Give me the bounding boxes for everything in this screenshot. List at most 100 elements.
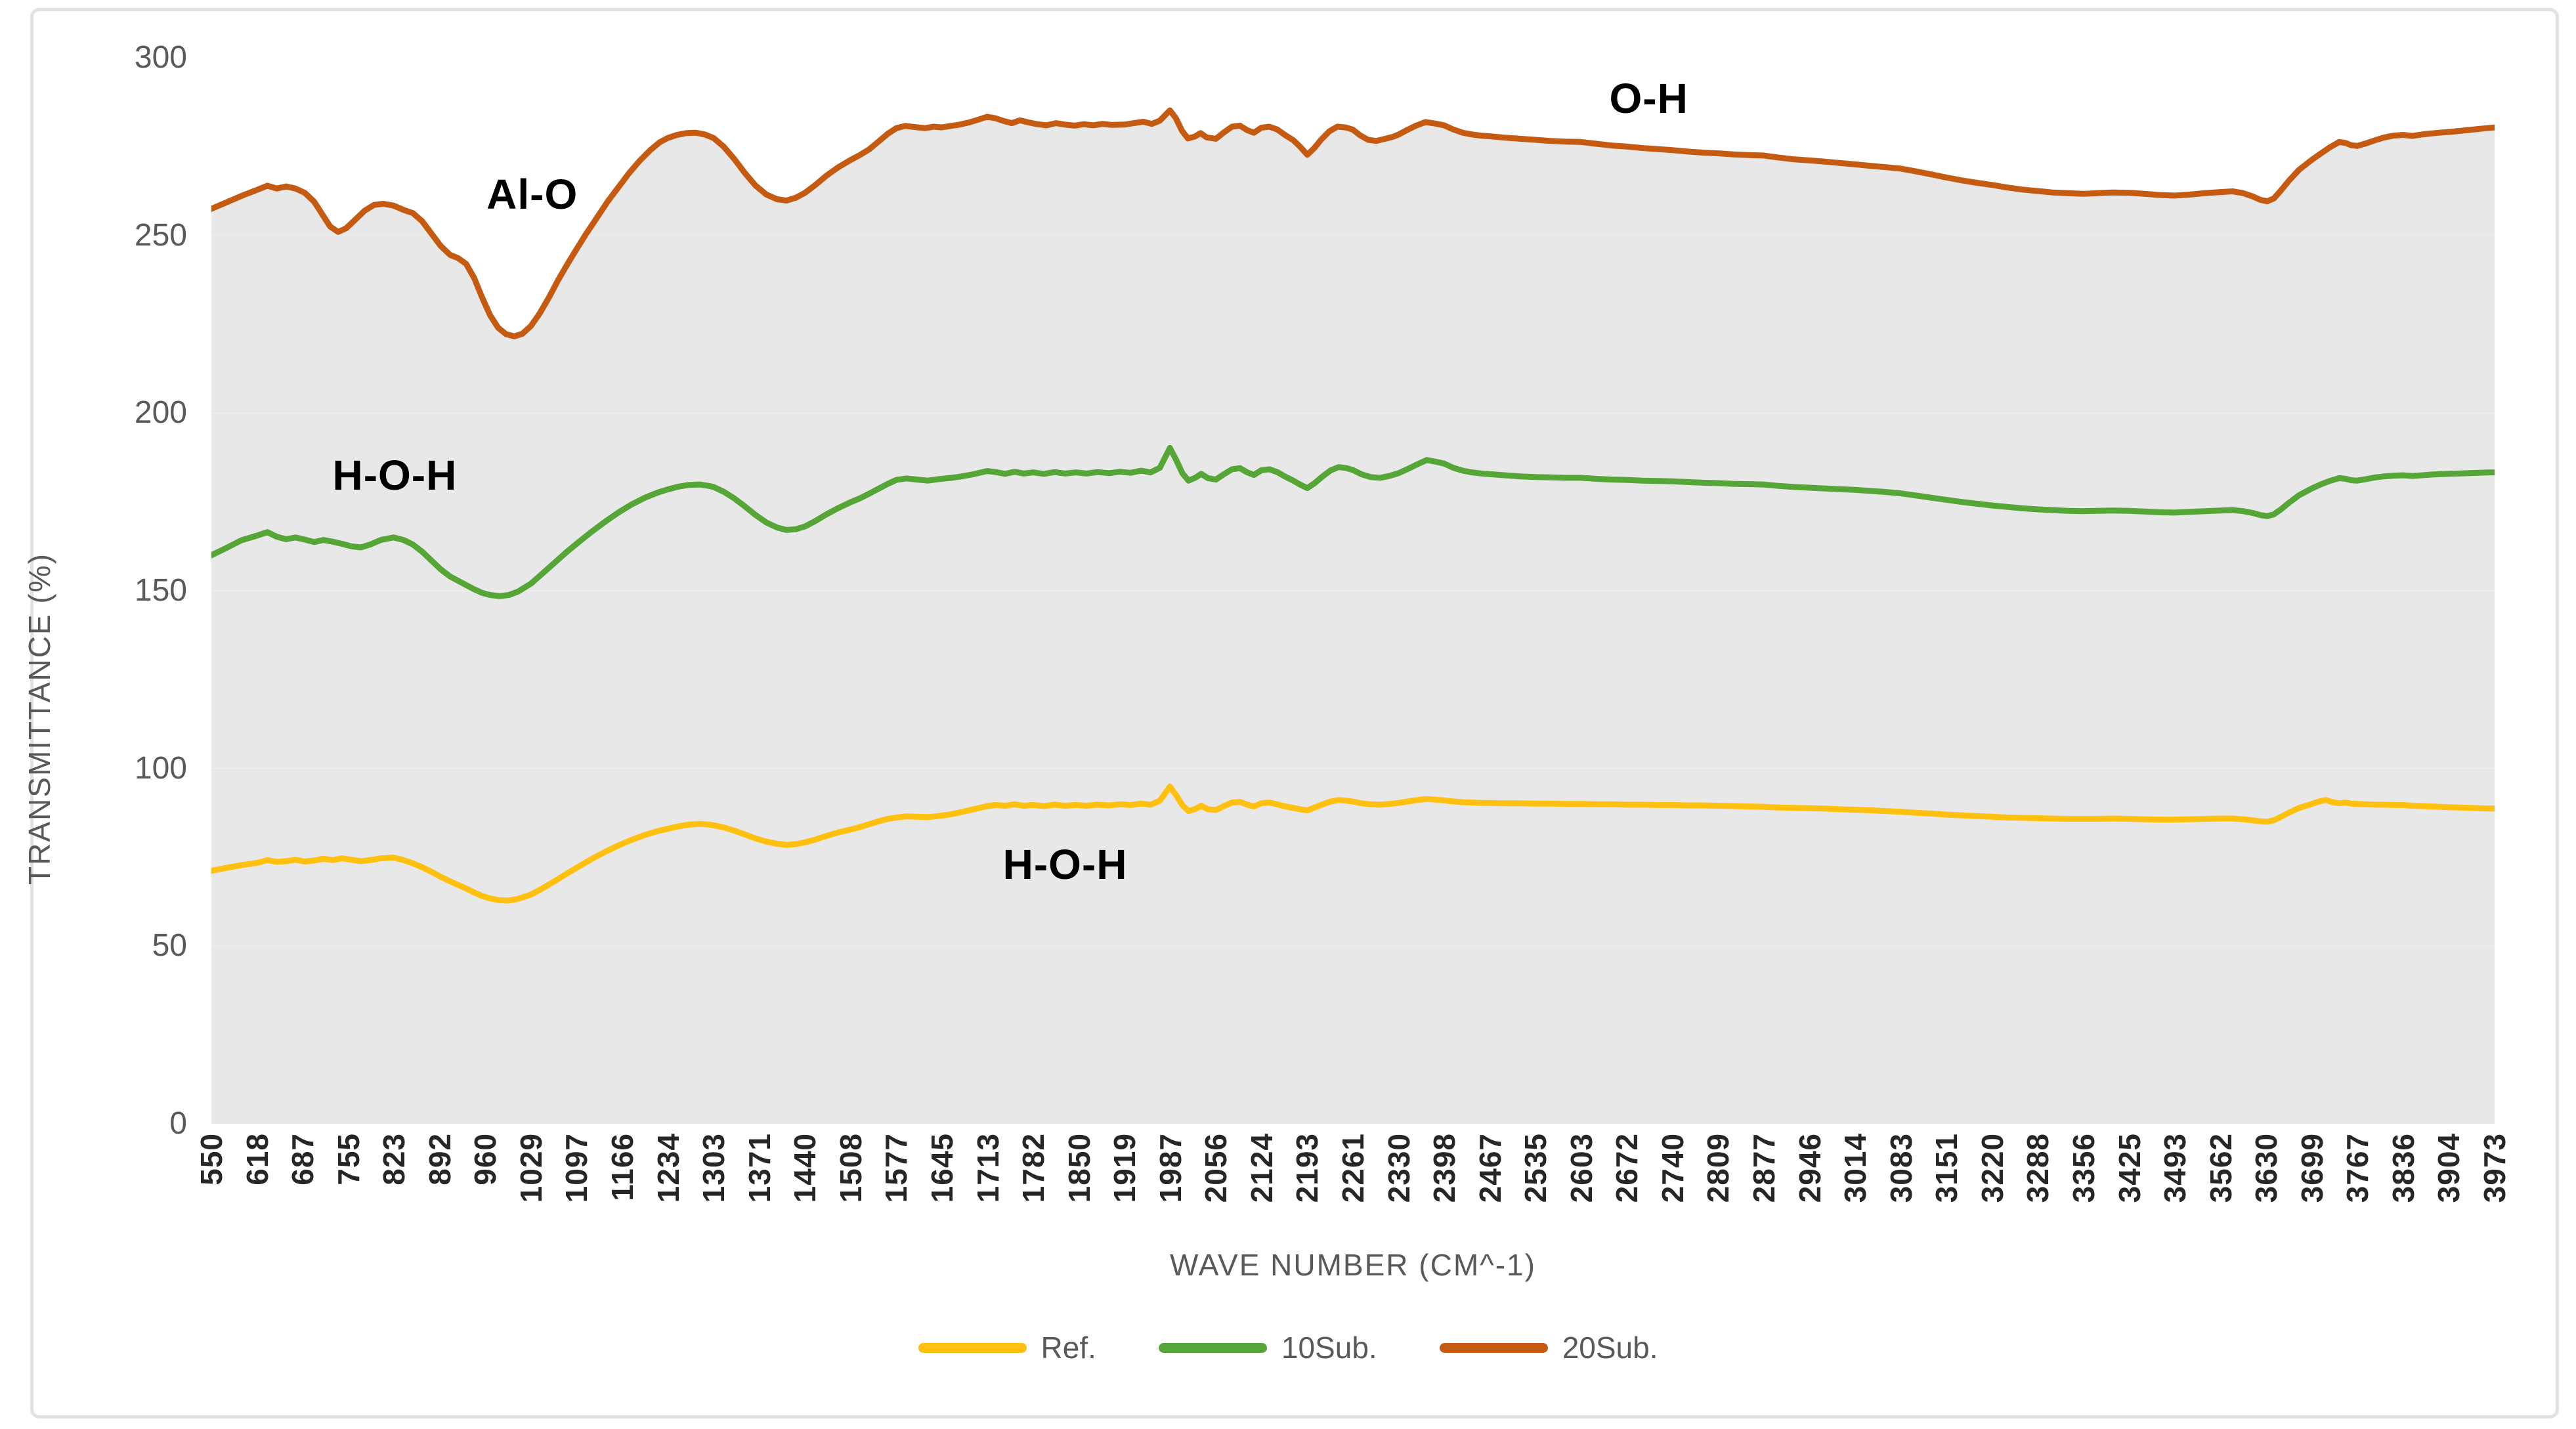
legend-label: 10Sub.	[1281, 1331, 1377, 1365]
x-tick-label: 1303	[697, 1133, 731, 1203]
x-tick-3220: 3220	[1975, 1133, 2009, 1284]
x-tick-1645: 1645	[925, 1133, 959, 1284]
x-tick-label: 1577	[879, 1133, 914, 1203]
annotation-oh-1: O-H	[1609, 75, 1688, 123]
x-tick-label: 3836	[2386, 1133, 2420, 1203]
x-tick-label: 3083	[1883, 1133, 1918, 1203]
x-tick-label: 3356	[2066, 1133, 2101, 1203]
x-tick-2946: 2946	[1793, 1133, 1827, 1284]
x-tick-3288: 3288	[2021, 1133, 2055, 1284]
x-tick-label: 3699	[2294, 1133, 2329, 1203]
x-tick-1097: 1097	[559, 1133, 593, 1284]
annotation-hoh-3: H-O-H	[1002, 840, 1128, 888]
x-tick-3904: 3904	[2432, 1133, 2466, 1284]
x-tick-label: 823	[377, 1133, 412, 1185]
x-tick-2877: 2877	[1747, 1133, 1781, 1284]
x-tick-label: 3973	[2478, 1133, 2512, 1203]
x-tick-2809: 2809	[1701, 1133, 1735, 1284]
legend-swatch-icon	[1158, 1342, 1267, 1353]
x-tick-label: 2398	[1427, 1133, 1462, 1203]
x-tick-label: 1097	[559, 1133, 594, 1203]
x-tick-label: 2946	[1792, 1133, 1827, 1203]
x-tick-label: 3562	[2203, 1133, 2238, 1203]
y-tick-0: 0	[169, 1106, 187, 1141]
x-tick-label: 687	[286, 1133, 320, 1185]
x-tick-label: 2672	[1610, 1133, 1644, 1203]
x-tick-label: 2056	[1199, 1133, 1234, 1203]
x-tick-2603: 2603	[1564, 1133, 1599, 1284]
x-tick-label: 1440	[788, 1133, 823, 1203]
legend-item-20sub: 20Sub.	[1439, 1333, 1658, 1363]
x-tick-label: 2740	[1655, 1133, 1690, 1203]
legend-swatch-icon	[1439, 1342, 1548, 1353]
x-tick-label: 2535	[1518, 1133, 1553, 1203]
x-tick-3356: 3356	[2067, 1133, 2101, 1284]
x-tick-label: 2877	[1747, 1133, 1782, 1203]
x-tick-label: 2603	[1564, 1133, 1599, 1203]
x-tick-label: 1713	[970, 1133, 1005, 1203]
x-tick-3151: 3151	[1929, 1133, 1964, 1284]
x-tick-3493: 3493	[2158, 1133, 2192, 1284]
x-tick-550: 550	[194, 1133, 228, 1284]
x-tick-label: 3767	[2340, 1133, 2375, 1203]
x-tick-1713: 1713	[971, 1133, 1005, 1284]
x-tick-label: 2467	[1472, 1133, 1507, 1203]
y-tick-100: 100	[134, 750, 187, 786]
x-tick-label: 3493	[2158, 1133, 2193, 1203]
x-tick-1508: 1508	[834, 1133, 868, 1284]
x-tick-1919: 1919	[1107, 1133, 1142, 1284]
legend-item-10sub: 10Sub.	[1158, 1331, 1377, 1365]
x-tick-3973: 3973	[2478, 1133, 2512, 1284]
x-tick-3425: 3425	[2113, 1133, 2147, 1284]
x-tick-2672: 2672	[1610, 1133, 1644, 1284]
x-tick-label: 1987	[1153, 1133, 1188, 1203]
x-tick-label: 550	[194, 1133, 228, 1185]
annotation-alo-0: Al-O	[486, 171, 578, 219]
series-line-10sub	[211, 444, 2495, 599]
y-tick-150: 150	[134, 573, 187, 608]
x-tick-label: 1371	[742, 1133, 777, 1203]
x-tick-823: 823	[377, 1133, 411, 1284]
series-line-ref	[211, 783, 2495, 904]
line-chart-canvas	[211, 107, 2495, 1124]
x-tick-1303: 1303	[697, 1133, 731, 1284]
series-line-20sub	[211, 107, 2495, 339]
x-tick-label: 2809	[1701, 1133, 1736, 1203]
x-tick-label: 3288	[2021, 1133, 2055, 1203]
x-tick-label: 3904	[2432, 1133, 2466, 1203]
x-tick-label: 618	[240, 1133, 274, 1185]
x-axis-title: WAVE NUMBER (CM^-1)	[1170, 1248, 1536, 1282]
legend-item-ref: Ref.	[918, 1333, 1096, 1363]
area-fill-under-20sub	[211, 110, 2495, 1124]
x-tick-2740: 2740	[1656, 1133, 1690, 1284]
plot-area	[211, 58, 2495, 1124]
x-tick-label: 3151	[1929, 1133, 1964, 1203]
chart-legend: Ref. 10Sub. 20Sub.	[0, 1333, 2576, 1363]
x-tick-label: 1850	[1062, 1133, 1096, 1203]
y-tick-300: 300	[134, 40, 187, 75]
x-tick-3014: 3014	[1838, 1133, 1872, 1284]
x-tick-1029: 1029	[514, 1133, 548, 1284]
x-tick-960: 960	[468, 1133, 502, 1284]
x-tick-755: 755	[332, 1133, 366, 1284]
x-tick-label: 3630	[2249, 1133, 2284, 1203]
x-tick-label: 1234	[651, 1133, 685, 1203]
x-tick-label: 3014	[1838, 1133, 1873, 1203]
x-tick-3767: 3767	[2340, 1133, 2374, 1284]
x-tick-label: 2124	[1244, 1133, 1279, 1203]
x-tick-label: 2330	[1381, 1133, 1416, 1203]
x-tick-label: 1782	[1016, 1133, 1051, 1203]
x-tick-3083: 3083	[1884, 1133, 1918, 1284]
x-tick-3630: 3630	[2249, 1133, 2283, 1284]
x-tick-label: 1166	[605, 1133, 640, 1201]
y-tick-200: 200	[134, 395, 187, 431]
x-tick-1440: 1440	[788, 1133, 822, 1284]
legend-swatch-icon	[918, 1342, 1027, 1353]
x-tick-1782: 1782	[1016, 1133, 1050, 1284]
y-tick-250: 250	[134, 217, 187, 253]
legend-label: Ref.	[1041, 1331, 1096, 1365]
x-tick-label: 1029	[513, 1133, 548, 1203]
x-tick-1234: 1234	[651, 1133, 685, 1284]
x-tick-label: 1508	[833, 1133, 868, 1203]
x-tick-3699: 3699	[2295, 1133, 2329, 1284]
